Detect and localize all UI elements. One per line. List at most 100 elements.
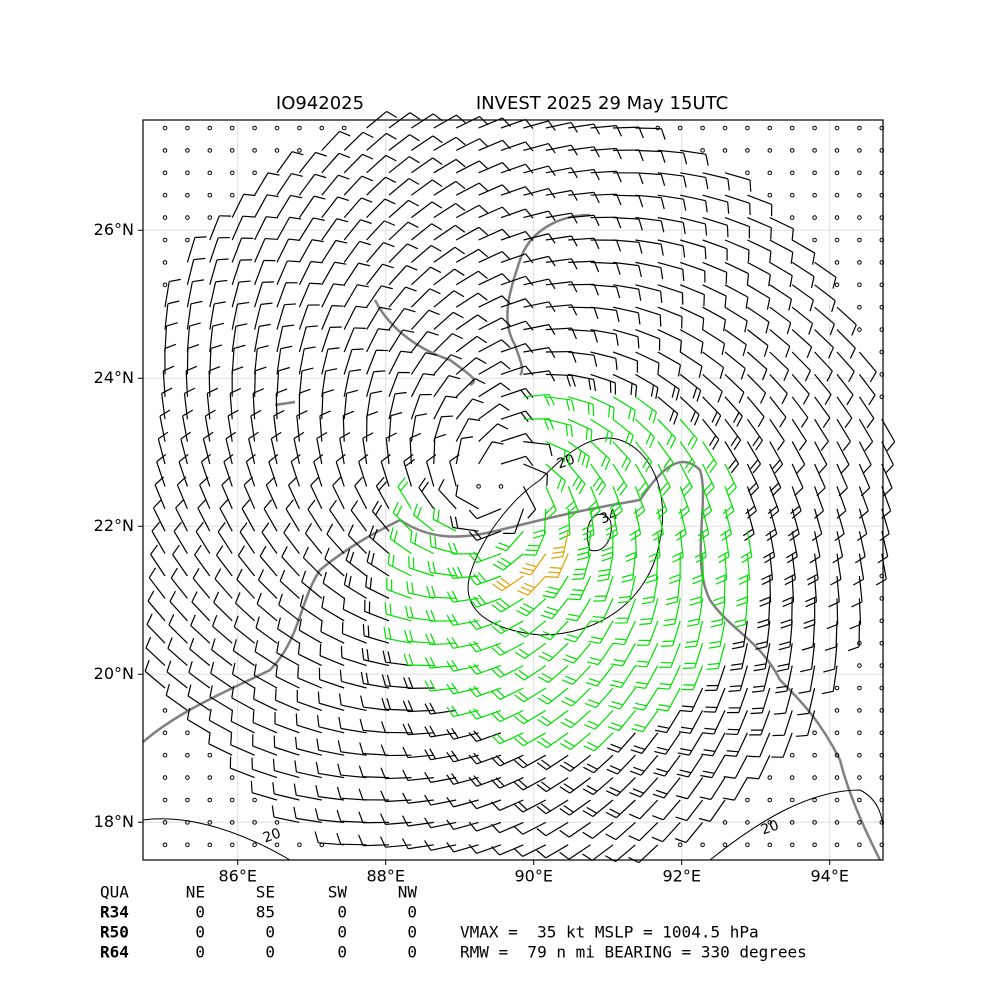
wind-barb: [814, 553, 819, 580]
wind-barb: [491, 625, 502, 635]
wind-barb: [869, 371, 877, 383]
wind-barb: [568, 306, 595, 309]
calm-dot: [252, 170, 257, 176]
wind-barb: [378, 328, 390, 331]
wind-barb: [250, 415, 256, 442]
wind-barb: [657, 418, 677, 439]
wind-barb: [851, 324, 857, 336]
wind-barb: [451, 659, 459, 671]
wind-barb: [571, 375, 576, 387]
calm-dot: [498, 484, 504, 489]
wind-barb: [612, 486, 623, 511]
wind-barb: [276, 641, 280, 653]
wind-barb: [325, 368, 338, 372]
wind-barb: [682, 199, 687, 211]
wind-barb: [254, 216, 267, 241]
calm-dot: [162, 730, 168, 736]
wind-barb: [501, 251, 511, 261]
wind-barb: [411, 135, 434, 151]
wind-barb: [252, 393, 256, 420]
wind-barb: [700, 505, 711, 515]
wind-barb: [388, 265, 407, 286]
calm-dot: [789, 775, 795, 780]
wind-barb: [612, 407, 615, 420]
wind-barb: [810, 643, 816, 670]
wind-barb: [453, 732, 479, 740]
wind-barb: [410, 530, 413, 542]
wind-barb: [187, 344, 200, 349]
wind-barb: [769, 463, 782, 488]
wind-barb: [298, 653, 323, 667]
wind-barb: [593, 379, 597, 392]
wind-barb: [791, 374, 810, 395]
wind-barb: [653, 575, 659, 602]
wind-barb: [236, 568, 243, 580]
wind-barb: [478, 248, 489, 258]
wind-barb: [523, 709, 547, 725]
wind-barb: [336, 832, 342, 845]
wind-barb: [339, 130, 351, 137]
wind-barb: [527, 544, 540, 547]
wind-barb: [468, 776, 477, 787]
calm-dot: [789, 752, 795, 758]
wind-barb: [343, 306, 357, 330]
wind-barb: [227, 415, 233, 442]
wind-barb: [631, 728, 644, 733]
wind-barb: [429, 288, 441, 295]
wind-barb: [299, 388, 311, 394]
calm-dot: [767, 170, 773, 176]
wind-barb: [285, 499, 294, 510]
wind-barb: [426, 585, 431, 598]
wind-barb: [245, 453, 256, 463]
wind-barb: [724, 754, 737, 757]
wind-barb: [657, 306, 683, 318]
wind-barb: [849, 623, 861, 630]
wind-barb: [633, 686, 646, 689]
wind-barb: [657, 486, 668, 511]
wind-barb: [545, 121, 572, 129]
wind-barb: [759, 732, 771, 758]
wind-barb: [498, 542, 510, 548]
wind-barb: [500, 455, 527, 465]
wind-barb: [236, 579, 256, 599]
calm-dot: [834, 237, 840, 243]
wind-barb: [410, 266, 431, 286]
wind-barb: [425, 633, 431, 645]
wind-barb: [582, 853, 593, 861]
wind-barb: [635, 149, 662, 153]
wind-barb: [741, 556, 753, 564]
wind-barb: [791, 261, 815, 277]
table-cell: 0: [337, 903, 347, 922]
wind-barb: [712, 439, 720, 450]
wind-barb: [752, 436, 761, 447]
wind-barb: [805, 596, 817, 603]
wind-barb: [706, 667, 719, 670]
wind-barb: [500, 163, 526, 174]
wind-barb: [660, 244, 664, 256]
wind-barb: [256, 592, 262, 605]
wind-barb: [404, 605, 409, 618]
wind-barb: [385, 844, 412, 848]
x-tick-label: 88°E: [366, 867, 404, 886]
wind-barb: [585, 456, 590, 469]
y-tick-label: 20°N: [94, 664, 134, 683]
wind-barb: [212, 625, 233, 644]
wind-barb: [666, 596, 679, 601]
wind-barb: [433, 333, 453, 353]
wind-barb: [559, 534, 571, 541]
wind-barb: [191, 601, 211, 622]
calm-dot: [857, 282, 862, 288]
wind-barb: [702, 351, 724, 368]
wind-barb: [167, 647, 188, 667]
calm-dot: [252, 820, 257, 825]
wind-barb: [590, 418, 613, 434]
calm-dot: [745, 842, 750, 848]
wind-barb: [613, 659, 626, 663]
wind-barb: [574, 620, 592, 643]
wind-barb: [570, 235, 578, 247]
wind-barb: [343, 262, 360, 286]
wind-barb: [491, 823, 500, 834]
wind-barb: [492, 583, 503, 592]
wind-barb: [210, 661, 215, 674]
wind-barb: [380, 454, 391, 463]
